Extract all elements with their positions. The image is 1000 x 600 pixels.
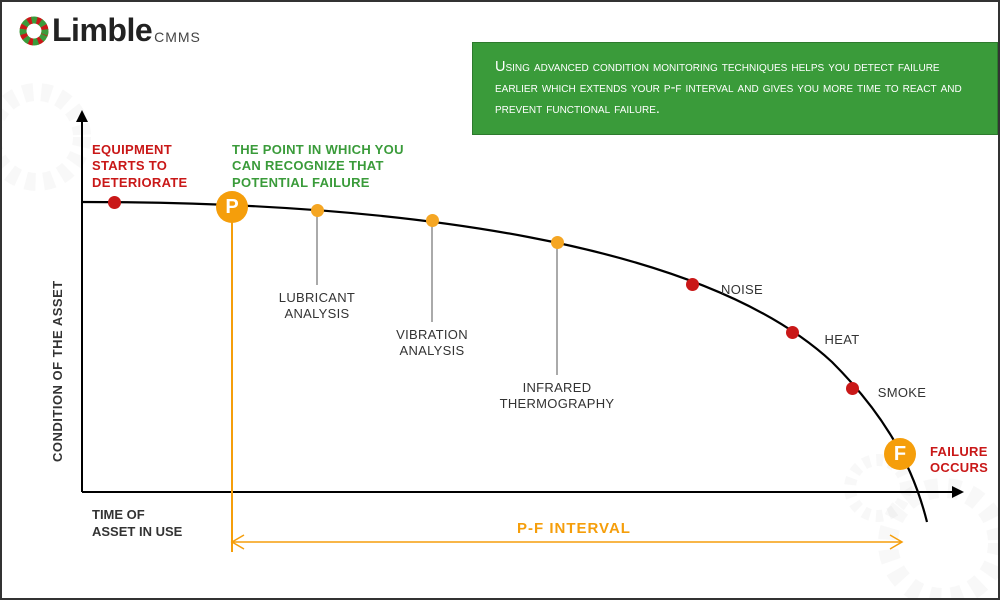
point-start-deteriorate <box>108 196 121 209</box>
annot-vibration: VIBRATIONANALYSIS <box>362 327 502 360</box>
p-badge: P <box>216 191 248 223</box>
point-infrared <box>551 236 564 249</box>
annot-failure: FAILUREOCCURS <box>930 444 988 477</box>
annot-noise: NOISE <box>672 282 812 298</box>
diagram-frame: Limble CMMS Using advanced condition mon… <box>0 0 1000 600</box>
point-vibration <box>426 214 439 227</box>
annot-p_point: THE POINT IN WHICH YOUCAN RECOGNIZE THAT… <box>232 142 404 191</box>
x-axis-label: TIME OFASSET IN USE <box>92 507 182 541</box>
annot-start: EQUIPMENTSTARTS TODETERIORATE <box>92 142 188 191</box>
axes <box>76 110 964 498</box>
annot-smoke: SMOKE <box>832 385 972 401</box>
pf-interval-arrow <box>232 535 902 549</box>
annot-heat: HEAT <box>772 332 912 348</box>
pf-curve <box>82 202 927 522</box>
f-badge: F <box>884 438 916 470</box>
pf-interval-label: P-F INTERVAL <box>517 520 631 537</box>
y-axis-label: CONDITION OF THE ASSET <box>50 280 65 462</box>
point-lubricant <box>311 204 324 217</box>
annot-infrared: INFRAREDTHERMOGRAPHY <box>487 380 627 413</box>
annot-lubricant: LUBRICANTANALYSIS <box>247 290 387 323</box>
